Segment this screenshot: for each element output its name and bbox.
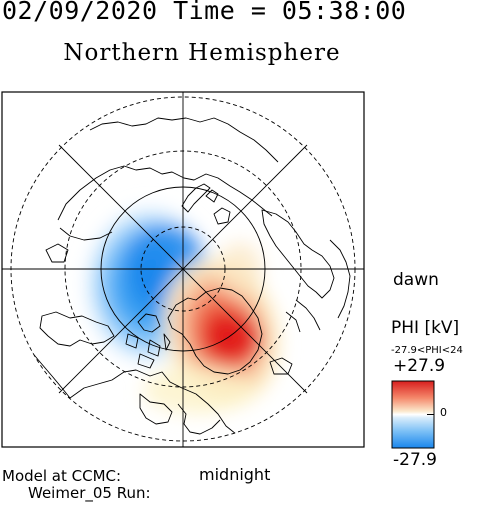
positive-potential-core	[202, 312, 262, 364]
polar-potential-map	[1, 91, 365, 448]
hudson-bay-coast	[139, 393, 173, 425]
dawn-label: dawn	[393, 270, 439, 290]
asia-interior-coast	[89, 117, 279, 163]
colorbar	[391, 380, 435, 449]
colorbar-zero-label: 0	[440, 406, 447, 419]
run-label: Weimer_05 Run:	[28, 484, 151, 502]
date-time-header: 02/09/2020 Time = 05:38:00	[2, 0, 407, 25]
siberia-coast	[45, 165, 273, 263]
europe-coast	[285, 239, 351, 333]
canadian-archipelago-coast	[125, 313, 171, 369]
colorbar-range-label: -27.9<PHI<24	[391, 345, 463, 356]
iceland-coast	[269, 357, 293, 375]
scandinavia-coast	[261, 209, 335, 299]
coastlines	[29, 117, 351, 441]
colorbar-max-label: +27.9	[393, 356, 446, 376]
colorbar-min-label: -27.9	[393, 450, 437, 470]
novaya-zemlya-coast	[181, 183, 211, 213]
model-label: Model at CCMC:	[2, 467, 122, 485]
alaska-coast	[39, 311, 115, 347]
map-frame	[1, 91, 365, 448]
potential-pattern	[80, 200, 286, 414]
hemisphere-title: Northern Hemisphere	[63, 40, 341, 66]
north-america-coast	[29, 349, 263, 441]
midnight-label: midnight	[199, 465, 271, 484]
colorbar-unit-label: PHI [kV]	[391, 318, 460, 338]
meridian-lines	[2, 92, 364, 447]
